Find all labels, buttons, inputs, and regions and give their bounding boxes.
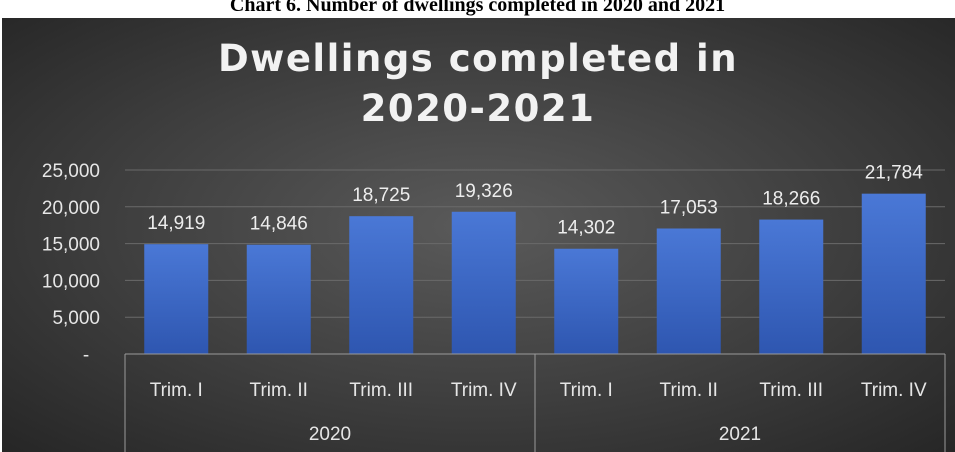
y-tick-label: 25,000 bbox=[42, 161, 100, 182]
chart-panel: Dwellings completed in 2020-2021 25,000 20… bbox=[2, 18, 955, 452]
x-category-label: Trim. I bbox=[560, 380, 613, 401]
x-category-label: Trim. IV bbox=[451, 380, 517, 401]
data-label: 14,919 bbox=[147, 213, 205, 234]
x-category-label: Trim. IV bbox=[861, 380, 927, 401]
data-label: 19,326 bbox=[455, 181, 513, 202]
chart-title-line: Dwellings completed in bbox=[218, 37, 738, 80]
bar bbox=[656, 228, 721, 354]
bar bbox=[861, 193, 926, 354]
y-tick-label: 10,000 bbox=[42, 271, 100, 292]
y-tick-label: 5,000 bbox=[52, 308, 100, 329]
x-category-label: Trim. II bbox=[250, 380, 308, 401]
x-category-label: Trim. I bbox=[150, 380, 203, 401]
data-label: 14,302 bbox=[557, 218, 615, 239]
bar bbox=[349, 216, 414, 354]
x-category-label: Trim. II bbox=[660, 380, 718, 401]
x-category-label: Trim. III bbox=[759, 380, 823, 401]
bar bbox=[451, 211, 516, 354]
x-group-label: 2021 bbox=[719, 424, 761, 445]
y-tick-label: - bbox=[83, 345, 89, 366]
bar bbox=[759, 219, 824, 354]
data-label: 17,053 bbox=[660, 197, 718, 218]
bar bbox=[246, 244, 311, 354]
y-tick-label: 15,000 bbox=[42, 235, 100, 256]
data-label: 18,266 bbox=[762, 189, 820, 210]
chart-title-line: 2020-2021 bbox=[361, 87, 596, 130]
x-category-label: Trim. III bbox=[349, 380, 413, 401]
data-label: 14,846 bbox=[250, 214, 308, 235]
bar bbox=[554, 248, 619, 354]
y-tick-label: 20,000 bbox=[42, 198, 100, 219]
data-label: 18,725 bbox=[352, 185, 410, 206]
data-label: 21,784 bbox=[865, 163, 924, 184]
bar bbox=[144, 244, 209, 354]
x-group-label: 2020 bbox=[309, 424, 351, 445]
page-caption: Chart 6. Number of dwellings completed i… bbox=[229, 0, 726, 16]
